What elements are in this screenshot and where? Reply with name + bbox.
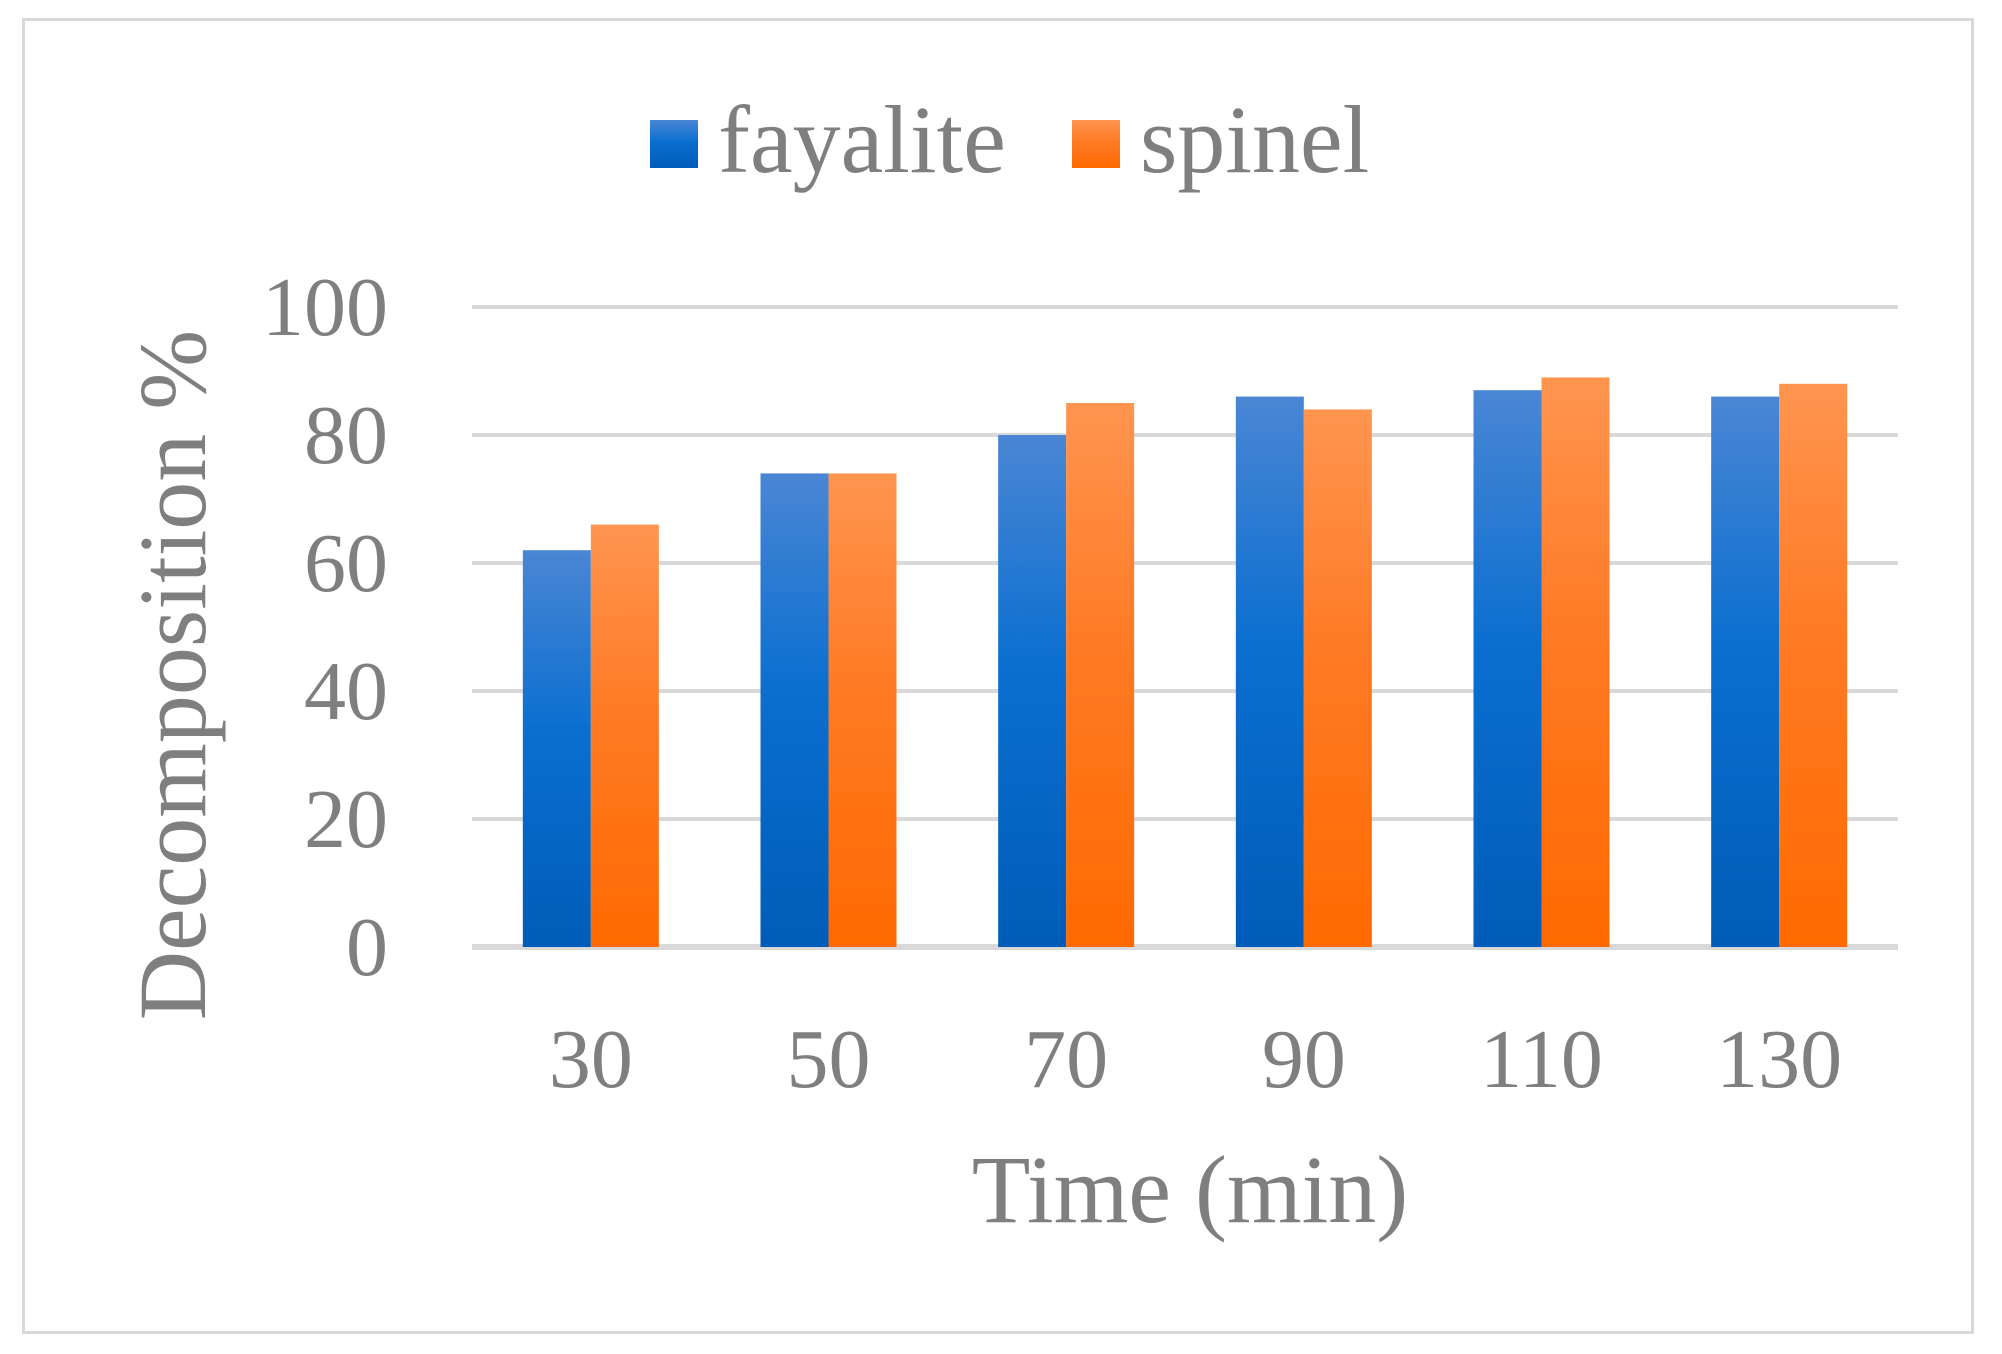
bar-spinel-130 bbox=[1779, 383, 1848, 947]
bar-spinel-110 bbox=[1541, 377, 1610, 947]
x-tick-label: 70 bbox=[1024, 1013, 1108, 1106]
y-tick-label: 40 bbox=[304, 645, 388, 738]
y-tick-label: 20 bbox=[304, 773, 388, 866]
y-tick-label: 80 bbox=[304, 389, 388, 482]
x-tick-label: 50 bbox=[787, 1013, 871, 1106]
x-tick-labels: 30 50 70 90 110 130 bbox=[549, 1013, 1842, 1106]
legend-label-fayalite: fayalite bbox=[718, 86, 1006, 193]
y-tick-label: 60 bbox=[304, 517, 388, 610]
bars bbox=[522, 377, 1848, 948]
legend-swatch-spinel bbox=[1072, 120, 1120, 168]
bar-fayalite-50 bbox=[760, 473, 829, 947]
x-tick-label: 90 bbox=[1262, 1013, 1346, 1106]
bar-spinel-70 bbox=[1066, 403, 1135, 947]
y-tick-labels: 0 20 40 60 80 100 bbox=[262, 261, 388, 994]
legend-swatch-fayalite bbox=[650, 120, 698, 168]
y-tick-label: 0 bbox=[346, 901, 388, 994]
x-tick-label: 30 bbox=[549, 1013, 633, 1106]
legend-label-spinel: spinel bbox=[1140, 86, 1369, 193]
legend: fayalite spinel bbox=[650, 86, 1369, 193]
bar-spinel-30 bbox=[590, 524, 659, 947]
bar-fayalite-70 bbox=[998, 435, 1067, 947]
bar-fayalite-130 bbox=[1711, 396, 1780, 948]
bar-fayalite-90 bbox=[1235, 396, 1304, 948]
x-tick-label: 110 bbox=[1480, 1013, 1603, 1106]
y-axis-title: Decomposition % bbox=[119, 330, 226, 1021]
bar-fayalite-110 bbox=[1473, 390, 1542, 947]
chart-frame bbox=[22, 18, 1974, 1334]
bar-spinel-50 bbox=[828, 473, 897, 947]
gridlines bbox=[472, 305, 1898, 950]
y-tick-label: 100 bbox=[262, 261, 388, 354]
bar-fayalite-30 bbox=[522, 550, 591, 947]
x-tick-label: 130 bbox=[1716, 1013, 1842, 1106]
x-axis-title: Time (min) bbox=[972, 1136, 1409, 1243]
bar-spinel-90 bbox=[1303, 409, 1372, 947]
